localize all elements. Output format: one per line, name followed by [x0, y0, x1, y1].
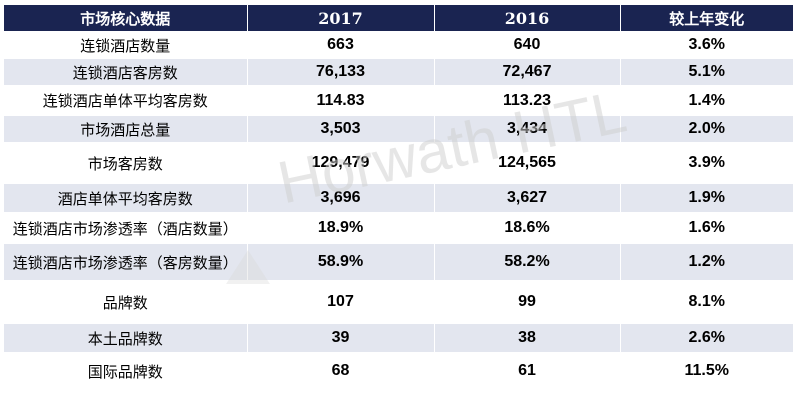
value-2017: 68 — [247, 353, 435, 390]
value-2017: 107 — [247, 281, 435, 324]
value-2016: 99 — [434, 281, 621, 324]
header-2017: 2017 — [247, 5, 435, 33]
value-2016: 3,627 — [434, 183, 621, 214]
header-row: 市场核心数据 2017 2016 较上年变化 — [4, 5, 793, 33]
table-row: 市场客房数 129,479 124,565 3.9% — [4, 143, 793, 184]
table-row: 酒店单体平均客房数 3,696 3,627 1.9% — [4, 183, 793, 214]
value-2017: 663 — [247, 32, 435, 59]
value-change: 8.1% — [620, 281, 793, 324]
value-2017: 58.9% — [247, 243, 435, 282]
header-2016: 2016 — [434, 5, 621, 33]
value-change: 2.6% — [620, 323, 793, 354]
value-2016: 38 — [434, 323, 621, 354]
table-row: 市场酒店总量 3,503 3,434 2.0% — [4, 115, 793, 144]
table-row: 连锁酒店客房数 76,133 72,467 5.1% — [4, 58, 793, 87]
market-core-data-table: 市场核心数据 2017 2016 较上年变化 连锁酒店数量 663 640 3.… — [4, 5, 793, 390]
header-change: 较上年变化 — [620, 5, 793, 33]
value-change: 11.5% — [620, 353, 793, 390]
market-core-data-table-wrapper: 市场核心数据 2017 2016 较上年变化 连锁酒店数量 663 640 3.… — [4, 5, 793, 390]
table-body: 连锁酒店数量 663 640 3.6% 连锁酒店客房数 76,133 72,46… — [4, 32, 793, 390]
value-2016: 18.6% — [434, 213, 621, 244]
table-header: 市场核心数据 2017 2016 较上年变化 — [4, 5, 793, 33]
table-row: 连锁酒店单体平均客房数 114.83 113.23 1.4% — [4, 86, 793, 116]
row-label: 市场酒店总量 — [4, 115, 248, 144]
row-label: 连锁酒店客房数 — [4, 58, 248, 87]
value-change: 2.0% — [620, 115, 793, 144]
table-row: 国际品牌数 68 61 11.5% — [4, 353, 793, 390]
value-change: 1.4% — [620, 86, 793, 116]
table-row: 本土品牌数 39 38 2.6% — [4, 323, 793, 354]
row-label: 品牌数 — [4, 281, 248, 324]
value-2016: 61 — [434, 353, 621, 390]
value-change: 3.6% — [620, 32, 793, 59]
table-row: 品牌数 107 99 8.1% — [4, 281, 793, 324]
value-2016: 124,565 — [434, 143, 621, 184]
value-change: 5.1% — [620, 58, 793, 87]
value-change: 1.6% — [620, 213, 793, 244]
row-label: 连锁酒店市场渗透率（客房数量） — [4, 243, 248, 282]
value-2017: 76,133 — [247, 58, 435, 87]
value-2017: 3,696 — [247, 183, 435, 214]
value-2016: 72,467 — [434, 58, 621, 87]
value-2017: 3,503 — [247, 115, 435, 144]
row-label: 连锁酒店单体平均客房数 — [4, 86, 248, 116]
value-2016: 3,434 — [434, 115, 621, 144]
value-2017: 39 — [247, 323, 435, 354]
value-2017: 129,479 — [247, 143, 435, 184]
row-label: 酒店单体平均客房数 — [4, 183, 248, 214]
table-row: 连锁酒店数量 663 640 3.6% — [4, 32, 793, 59]
value-2016: 113.23 — [434, 86, 621, 116]
row-label: 连锁酒店市场渗透率（酒店数量） — [4, 213, 248, 244]
value-change: 1.2% — [620, 243, 793, 282]
value-2016: 640 — [434, 32, 621, 59]
row-label: 市场客房数 — [4, 143, 248, 184]
row-label: 本土品牌数 — [4, 323, 248, 354]
value-2017: 18.9% — [247, 213, 435, 244]
row-label: 连锁酒店数量 — [4, 32, 248, 59]
value-change: 1.9% — [620, 183, 793, 214]
table-row: 连锁酒店市场渗透率（客房数量） 58.9% 58.2% 1.2% — [4, 243, 793, 282]
value-2016: 58.2% — [434, 243, 621, 282]
value-change: 3.9% — [620, 143, 793, 184]
value-2017: 114.83 — [247, 86, 435, 116]
row-label: 国际品牌数 — [4, 353, 248, 390]
header-metric: 市场核心数据 — [4, 5, 248, 33]
table-row: 连锁酒店市场渗透率（酒店数量） 18.9% 18.6% 1.6% — [4, 213, 793, 244]
